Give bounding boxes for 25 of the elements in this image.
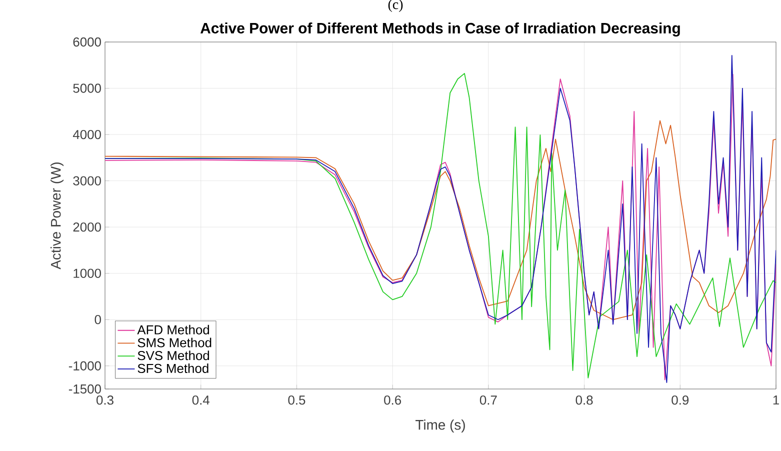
y-tick-label: 4000 <box>72 130 101 140</box>
x-tick-label: 0.5 <box>288 396 306 405</box>
legend-label: AFD Method <box>137 324 210 334</box>
x-tick-label: 0.9 <box>672 396 689 405</box>
line-series <box>105 120 776 320</box>
y-tick-label: 3000 <box>73 176 101 186</box>
y-tick-label: 2000 <box>73 222 101 232</box>
legend-label: SFS Method <box>138 364 208 374</box>
y-axis-title: Active Power (W) <box>50 162 64 270</box>
x-tick-label: 0.8 <box>576 396 593 405</box>
y-tick-label: -1000 <box>68 361 101 370</box>
x-tick-label: 0.4 <box>192 396 210 405</box>
legend-label: SVS Method <box>138 350 210 360</box>
x-tick-label: 0.7 <box>480 396 497 405</box>
y-tick-label: -1500 <box>68 384 101 394</box>
x-tick-label: 0.3 <box>96 396 114 405</box>
y-tick-label: 1000 <box>74 268 101 278</box>
x-axis-title: Time (s) <box>416 420 465 433</box>
y-tick-label: 5000 <box>73 84 101 93</box>
legend-label: SMS Method <box>138 338 212 348</box>
x-tick-label: 0.6 <box>384 396 402 405</box>
y-tick-label: 0 <box>94 315 101 324</box>
chart-title: Active Power of Different Methods in Case of Irradiation Decreasing <box>200 22 680 37</box>
x-tick-label: 1 <box>773 396 779 404</box>
y-tick-label: 6000 <box>73 37 101 47</box>
